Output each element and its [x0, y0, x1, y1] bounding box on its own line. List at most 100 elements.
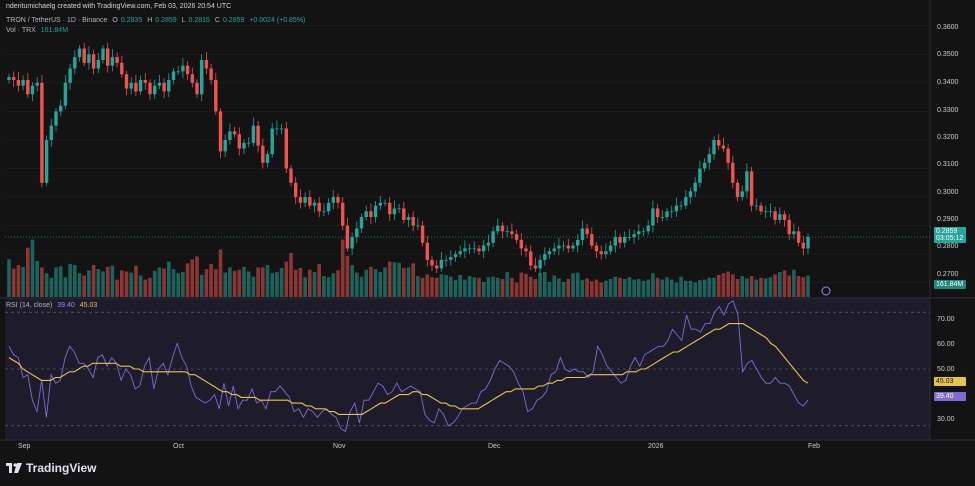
candle-body — [496, 225, 500, 232]
volume-bar — [651, 273, 655, 297]
candle-body — [157, 82, 162, 86]
volume-bar — [726, 271, 730, 297]
candle-body — [40, 82, 44, 183]
volume-bar — [35, 261, 39, 297]
candle-body — [190, 74, 194, 83]
candle-body — [594, 245, 599, 252]
candle-body — [383, 202, 387, 204]
volume-bar — [608, 279, 613, 297]
candle-body — [35, 82, 39, 86]
volume-bar — [63, 277, 68, 297]
symbol-name: TRON / TetherUS · 1D · Binance — [6, 17, 108, 24]
volume-bar — [373, 269, 378, 297]
candle-body — [12, 77, 16, 80]
ohlc-close: 0.2859 — [222, 17, 245, 24]
rsi-tick: 50.00 — [937, 366, 955, 373]
volume-bar — [637, 279, 641, 297]
volume-bar — [500, 279, 505, 297]
volume-bar — [157, 267, 162, 297]
candle-body — [204, 59, 209, 69]
volume-bar — [16, 265, 21, 297]
candle-body — [439, 259, 444, 269]
ohlc-high: 0.2859 — [155, 17, 177, 24]
rsi-tick: 70.00 — [937, 316, 955, 323]
candle-body — [96, 59, 100, 69]
volume-bar — [430, 277, 434, 297]
candle-body — [63, 82, 68, 106]
candle-body — [411, 217, 415, 226]
candle-body — [801, 242, 805, 249]
candle-body — [670, 211, 674, 213]
volume-bar — [434, 277, 439, 297]
candle-body — [778, 214, 782, 220]
candle-body — [397, 208, 401, 210]
volume-bar — [73, 265, 77, 297]
candle-body — [308, 197, 312, 206]
candle-body — [745, 171, 749, 192]
volume-bar — [543, 272, 547, 297]
candle-body — [369, 211, 373, 218]
tradingview-logo[interactable]: TradingView — [6, 461, 96, 475]
candle-body — [232, 131, 237, 135]
candle-body — [543, 254, 547, 260]
candle-body — [510, 231, 514, 235]
volume-bar — [787, 275, 791, 297]
candle-body — [646, 225, 650, 232]
candle-body — [364, 211, 368, 218]
volume-bar — [124, 271, 129, 297]
candle-body — [406, 217, 411, 220]
candle-body — [134, 82, 138, 92]
volume-bar — [275, 272, 279, 297]
volume-bar — [185, 263, 190, 297]
candle-body — [768, 211, 773, 213]
volume-legend[interactable]: Vol · TRX 161.84M — [6, 27, 71, 34]
volume-bar — [669, 279, 674, 297]
volume-bar — [684, 280, 688, 297]
rsi-ma-line — [8, 323, 809, 415]
volume-bar — [655, 277, 660, 297]
volume-bar — [237, 269, 242, 297]
candle-body — [500, 225, 505, 232]
volume-bar — [120, 270, 124, 297]
candle-body — [289, 168, 293, 183]
candle-body — [265, 154, 270, 163]
volume-bar — [246, 271, 251, 297]
volume-bar — [712, 277, 716, 297]
candle-body — [54, 111, 58, 126]
volume-bar — [162, 268, 166, 297]
symbol-legend[interactable]: TRON / TetherUS · 1D · Binance O 0.2835 H… — [6, 17, 308, 24]
bar-countdown: 03:05:12 — [936, 235, 964, 242]
volume-bar — [270, 273, 274, 297]
candle-body — [120, 62, 124, 75]
rsi-tick: 30.00 — [937, 416, 955, 423]
volume-bar — [326, 277, 331, 297]
candle-body — [256, 125, 260, 146]
candle-body — [505, 231, 509, 233]
candle-body — [740, 191, 744, 198]
candle-body — [388, 202, 392, 215]
candle-body — [764, 211, 768, 213]
candle-body — [529, 251, 533, 266]
candle-body — [519, 239, 523, 249]
volume-bar — [749, 276, 754, 297]
volume-bar — [228, 267, 232, 297]
candle-body — [674, 205, 679, 212]
candle-body — [21, 79, 25, 86]
candle-body — [195, 82, 199, 95]
volume-bar — [129, 272, 133, 297]
candle-body — [637, 231, 641, 235]
tradingview-logo-icon — [6, 463, 22, 473]
rsi-legend[interactable]: RSI (14, close) 39.40 45.03 — [6, 302, 100, 309]
candle-body — [298, 197, 303, 203]
price-tick: 0.2800 — [937, 243, 959, 250]
candle-body — [355, 228, 359, 238]
candle-body — [430, 259, 434, 266]
volume-bar — [402, 268, 406, 297]
price-tick: 0.3500 — [937, 51, 959, 58]
volume-bar — [242, 266, 246, 297]
volume-bar — [580, 280, 585, 297]
volume-bar — [138, 275, 143, 297]
volume-bar — [105, 266, 110, 297]
candle-body — [599, 251, 603, 255]
volume-bar — [439, 274, 444, 297]
